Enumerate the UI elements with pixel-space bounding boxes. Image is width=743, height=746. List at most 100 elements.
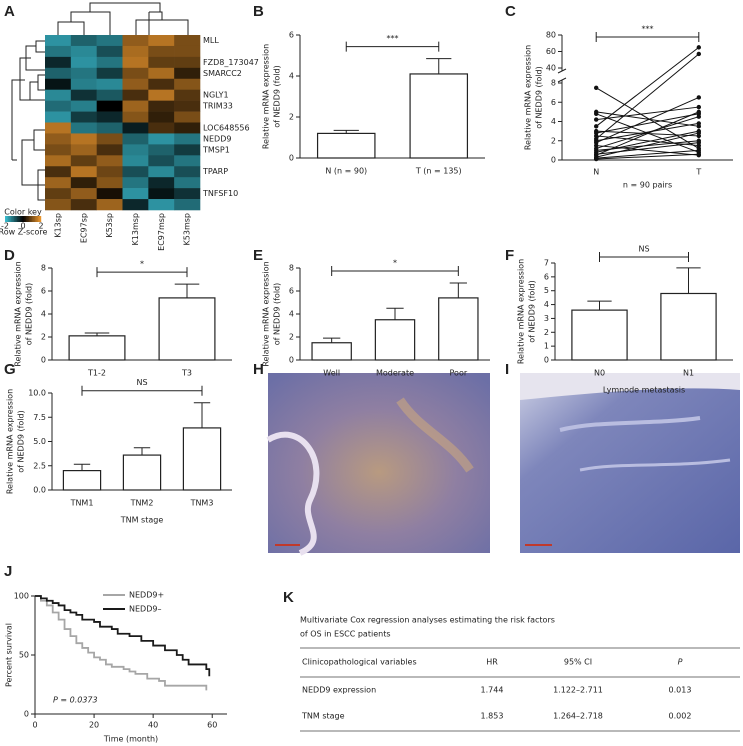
x-axis-label: n = 90 pairs: [623, 181, 672, 190]
heatmap-cell: [96, 144, 123, 156]
color-key-swatch: [23, 216, 25, 222]
heatmap-cell: [96, 155, 123, 167]
column-label: K13msp: [131, 213, 140, 245]
heatmap-cell: [70, 56, 97, 69]
heatmap-cell: [174, 56, 201, 69]
heatmap-cell: [70, 166, 97, 178]
column-label: K13sp: [53, 213, 62, 238]
point: [696, 121, 701, 126]
heatmap-cell: [174, 78, 201, 90]
heatmap-cell: [96, 100, 123, 112]
color-key-swatch: [29, 216, 31, 222]
heatmap-cell: [174, 155, 201, 167]
pair-line: [596, 142, 699, 155]
row-label: NGLY1: [203, 91, 229, 100]
y-tick-label: 2: [551, 136, 556, 145]
x-tick-label: 60: [207, 721, 217, 730]
significance-label: *: [140, 260, 144, 269]
heatmap-cell: [122, 35, 149, 47]
row-label: TPARP: [202, 167, 228, 176]
heatmap-cell: [148, 155, 175, 167]
heatmap-cell: [122, 45, 149, 58]
point: [594, 117, 599, 122]
heatmap-cell: [148, 133, 175, 145]
y-axis-label: Relative mRNA expression: [262, 44, 271, 149]
heatmap-cell: [148, 67, 175, 80]
color-key-swatch: [32, 216, 34, 222]
y-axis-label: of NEDD9 (fold): [273, 283, 282, 346]
row-label: MLL: [203, 36, 219, 45]
y-axis-label: Relative mRNA expression: [517, 259, 526, 364]
y-tick-label: 4: [544, 300, 549, 309]
y-tick-label: 6: [551, 98, 556, 107]
panel-label: E: [253, 247, 263, 264]
pair-line: [595, 96, 700, 144]
heatmap-cell: [96, 45, 123, 58]
heatmap-cell: [174, 199, 201, 211]
row-label: FZD8_173047: [203, 58, 259, 67]
bar: [182, 427, 222, 491]
heatmap-cell: [96, 199, 123, 211]
row-label: TRIM33: [202, 102, 233, 111]
heatmap-cell: [70, 144, 97, 156]
y-tick-label: 5: [544, 286, 549, 295]
heatmap-cell: [174, 166, 201, 178]
bar: [68, 335, 126, 361]
heatmap-cell: [96, 67, 123, 80]
table-cell: 0.002: [669, 712, 692, 721]
row-label: NEDD9: [203, 134, 231, 143]
heatmap-cell: [174, 133, 201, 145]
heatmap-cell: [148, 111, 175, 123]
color-key-swatch: [17, 216, 19, 222]
color-key-swatch: [9, 216, 12, 222]
color-key-swatch: [26, 216, 28, 222]
heatmap-cell: [96, 89, 123, 101]
error-bar: [676, 267, 701, 294]
point: [594, 156, 599, 162]
error-bar: [587, 300, 612, 311]
panel-label: C: [505, 3, 516, 20]
y-axis-label: of NEDD9 (fold): [25, 283, 34, 346]
x-tick-label: Moderate: [376, 369, 414, 378]
color-key-swatch: [33, 216, 36, 222]
heatmap-cell: [148, 78, 175, 90]
column-label: K53sp: [105, 213, 114, 238]
color-key-tick: 2: [38, 222, 43, 231]
y-tick-label: 7.5: [33, 413, 46, 422]
heatmap-cell: [122, 122, 149, 134]
ihc-image: [520, 373, 740, 553]
point: [696, 95, 701, 100]
row-label: TNFSF10: [202, 189, 238, 198]
dendrogram: [11, 2, 189, 201]
row-label: SMARCC2: [203, 69, 242, 78]
point: [594, 111, 599, 117]
panel-label: G: [4, 361, 16, 378]
pair-line: [596, 130, 699, 153]
heatmap-cell: [96, 56, 123, 69]
y-axis-label: Percent survival: [5, 623, 14, 687]
heatmap-cell: [148, 144, 175, 156]
heatmap-cell: [122, 155, 149, 167]
point: [696, 45, 701, 50]
bar: [158, 297, 216, 361]
significance-bracket: [331, 265, 459, 276]
table-header: P: [678, 658, 683, 667]
heatmap-cell: [122, 177, 149, 189]
panel-label: J: [4, 563, 12, 580]
ihc-image: [266, 373, 490, 556]
point: [594, 124, 599, 129]
heatmap-cell: [122, 188, 149, 200]
table-header: Clinicopathological variables: [302, 658, 417, 667]
color-key-swatch: [15, 216, 18, 222]
heatmap-cell: [45, 144, 72, 156]
heatmap-cell: [45, 177, 72, 189]
heatmap-cell: [122, 111, 149, 123]
heatmap-cell: [122, 89, 149, 101]
y-tick-label: 4: [551, 117, 556, 126]
heatmap-cell: [70, 177, 97, 189]
y-axis-label: of NEDD9 (fold): [273, 65, 282, 128]
heatmap-cell: [174, 144, 201, 156]
error-bar: [449, 282, 467, 298]
significance-bracket: [81, 385, 203, 396]
